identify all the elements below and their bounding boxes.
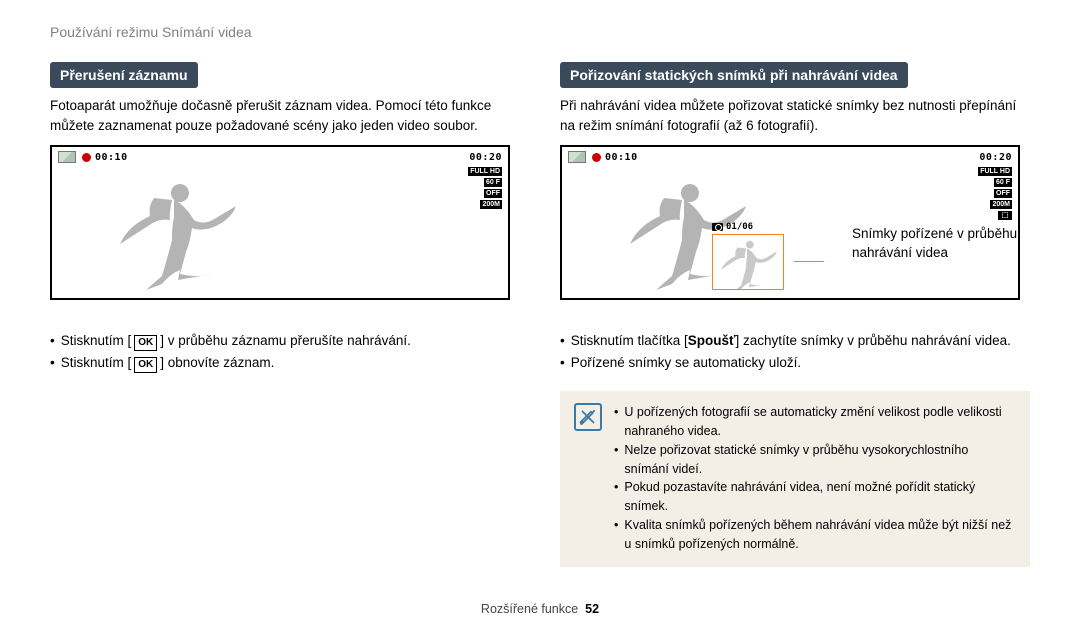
footer: Rozšířené funkce 52 <box>0 602 1080 616</box>
text: Stisknutím [ <box>61 355 132 370</box>
note-block: U pořízených fotografií se automaticky z… <box>560 391 1030 567</box>
note-item: Kvalita snímků pořízených během nahráván… <box>614 516 1016 554</box>
heading-left: Přerušení záznamu <box>50 62 198 88</box>
bullet: Stisknutím [OK] v průběhu záznamu přeruš… <box>50 330 520 352</box>
badge: 60 F <box>484 178 502 187</box>
note-item: U pořízených fotografií se automaticky z… <box>614 403 1016 441</box>
shutter-label: Spoušť <box>688 333 736 348</box>
rec-dot-icon <box>592 153 601 162</box>
time-total: 00:20 <box>979 152 1012 163</box>
note-list: U pořízených fotografií se automaticky z… <box>614 403 1016 553</box>
text: ] obnovíte záznam. <box>160 355 274 370</box>
ok-icon: OK <box>134 357 157 373</box>
bullet: Pořízené snímky se automaticky uloží. <box>560 352 1030 374</box>
time-elapsed: 00:10 <box>605 152 638 163</box>
text: nahrávání videa <box>852 245 948 260</box>
page-number: 52 <box>585 602 599 616</box>
note-icon <box>574 403 602 431</box>
text: ] v průběhu záznamu přerušíte nahrávání. <box>160 333 411 348</box>
badge: 200M <box>990 200 1012 209</box>
badge: ⬚ <box>998 211 1012 220</box>
column-left: Přerušení záznamu Fotoaparát umožňuje do… <box>50 62 520 567</box>
bullet: Stisknutím [OK] obnovíte záznam. <box>50 352 520 374</box>
callout-line <box>794 261 824 263</box>
thumb-icon <box>58 151 76 163</box>
text: Stisknutím [ <box>61 333 132 348</box>
time-elapsed: 00:10 <box>95 152 128 163</box>
bullets-left: Stisknutím [OK] v průběhu záznamu přeruš… <box>50 330 520 373</box>
note-item: Nelze pořizovat statické snímky v průběh… <box>614 441 1016 479</box>
badge: 60 F <box>994 178 1012 187</box>
bullet: Stisknutím tlačítka [Spoušť] zachytíte s… <box>560 330 1030 352</box>
intro-right: Při nahrávání videa můžete pořizovat sta… <box>560 96 1030 135</box>
bullets-right: Stisknutím tlačítka [Spoušť] zachytíte s… <box>560 330 1030 373</box>
skater-silhouette <box>112 174 242 294</box>
text: Snímky pořízené v průběhu <box>852 226 1017 241</box>
badge: OFF <box>484 189 502 198</box>
text: Stisknutím tlačítka [ <box>571 333 688 348</box>
intro-left: Fotoaparát umožňuje dočasně přerušit záz… <box>50 96 520 135</box>
text: Pořízené snímky se automaticky uloží. <box>571 352 801 374</box>
badge-stack-left: FULL HD 60 F OFF 200M <box>468 167 502 209</box>
badge: FULL HD <box>978 167 1012 176</box>
badge: FULL HD <box>468 167 502 176</box>
camera-icon <box>712 223 723 231</box>
ok-icon: OK <box>134 335 157 351</box>
breadcrumb: Používání režimu Snímání videa <box>50 24 1030 40</box>
rec-dot-icon <box>82 153 91 162</box>
heading-right: Pořizování statických snímků při nahrává… <box>560 62 908 88</box>
captured-photo-frame: 01/06 <box>712 222 792 290</box>
captured-photo-thumb <box>712 234 784 290</box>
thumb-icon <box>568 151 586 163</box>
badge: OFF <box>994 189 1012 198</box>
callout-text: Snímky pořízené v průběhu nahrávání vide… <box>852 225 1052 263</box>
badge-stack-right: FULL HD 60 F OFF 200M ⬚ <box>978 167 1012 220</box>
time-total: 00:20 <box>469 152 502 163</box>
camera-screen-left: 00:10 00:20 FULL HD 60 F OFF 200M <box>50 145 510 300</box>
camera-screen-right: 00:10 00:20 FULL HD 60 F OFF 200M ⬚ <box>560 145 1020 300</box>
note-item: Pokud pozastavíte nahrávání videa, není … <box>614 478 1016 516</box>
text: ] zachytíte snímky v průběhu nahrávání v… <box>736 333 1011 348</box>
column-right: Pořizování statických snímků při nahrává… <box>560 62 1030 567</box>
photo-counter: 01/06 <box>726 222 753 232</box>
badge: 200M <box>480 200 502 209</box>
footer-label: Rozšířené funkce <box>481 602 578 616</box>
